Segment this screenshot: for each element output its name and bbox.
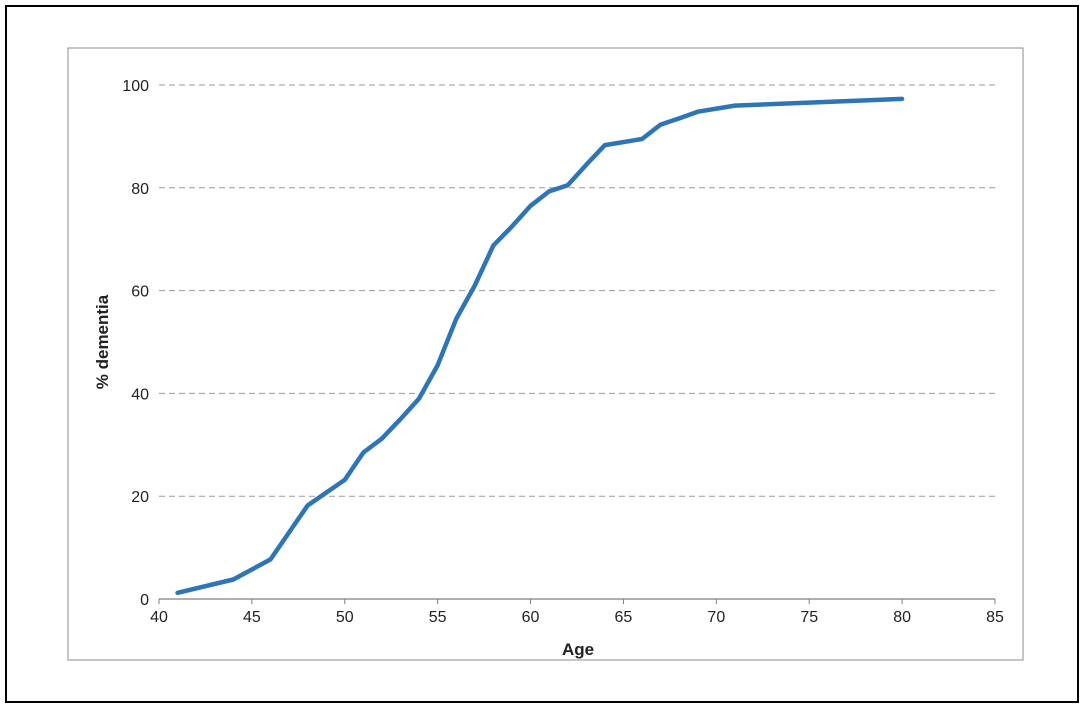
data-point [733,104,737,108]
x-tick-label-65: 65 [615,609,633,626]
x-tick-label-70: 70 [707,609,725,626]
figure-frame [5,5,1079,703]
y-tick-label-60: 60 [131,284,149,301]
data-point [547,189,551,193]
plot-area-border [67,47,1024,661]
data-series [175,96,905,596]
x-tick-label-45: 45 [243,609,261,626]
x-tick-label-80: 80 [893,609,911,626]
axes [158,598,996,604]
x-tick-label-55: 55 [429,609,447,626]
data-point [510,224,514,228]
data-point [380,437,384,441]
data-point [491,243,495,247]
data-point [343,478,347,482]
data-point [659,123,663,127]
data-point [603,143,607,147]
data-point [399,417,403,421]
data-point [473,283,477,287]
data-point [361,451,365,455]
data-point [454,317,458,321]
y-tick-label-100: 100 [122,78,149,95]
data-point [566,183,570,187]
series-line-0 [175,96,905,596]
data-point [231,577,235,581]
data-point [900,97,904,101]
data-point [677,116,681,120]
data-point [417,397,421,401]
x-tick-label-75: 75 [800,609,818,626]
data-point [176,591,180,595]
data-point [584,163,588,167]
data-point [529,204,533,208]
x-tick-label-85: 85 [986,609,1004,626]
data-point [696,110,700,114]
x-tick-label-60: 60 [522,609,540,626]
y-tick-label-40: 40 [131,386,149,403]
y-tick-label-0: 0 [140,592,149,609]
data-point [306,503,310,507]
x-tick-label-40: 40 [150,609,168,626]
x-tick-label-50: 50 [336,609,354,626]
gridlines [159,84,995,497]
tick-labels: 0 20 40 60 80 100 40 45 50 55 60 65 70 75 80 85 [122,78,1004,626]
y-axis-title: % dementia [93,294,112,389]
data-point [268,557,272,561]
y-tick-label-80: 80 [131,181,149,198]
data-point [640,137,644,141]
data-point [436,363,440,367]
x-axis-title: Age [562,640,594,659]
y-tick-label-20: 20 [131,489,149,506]
